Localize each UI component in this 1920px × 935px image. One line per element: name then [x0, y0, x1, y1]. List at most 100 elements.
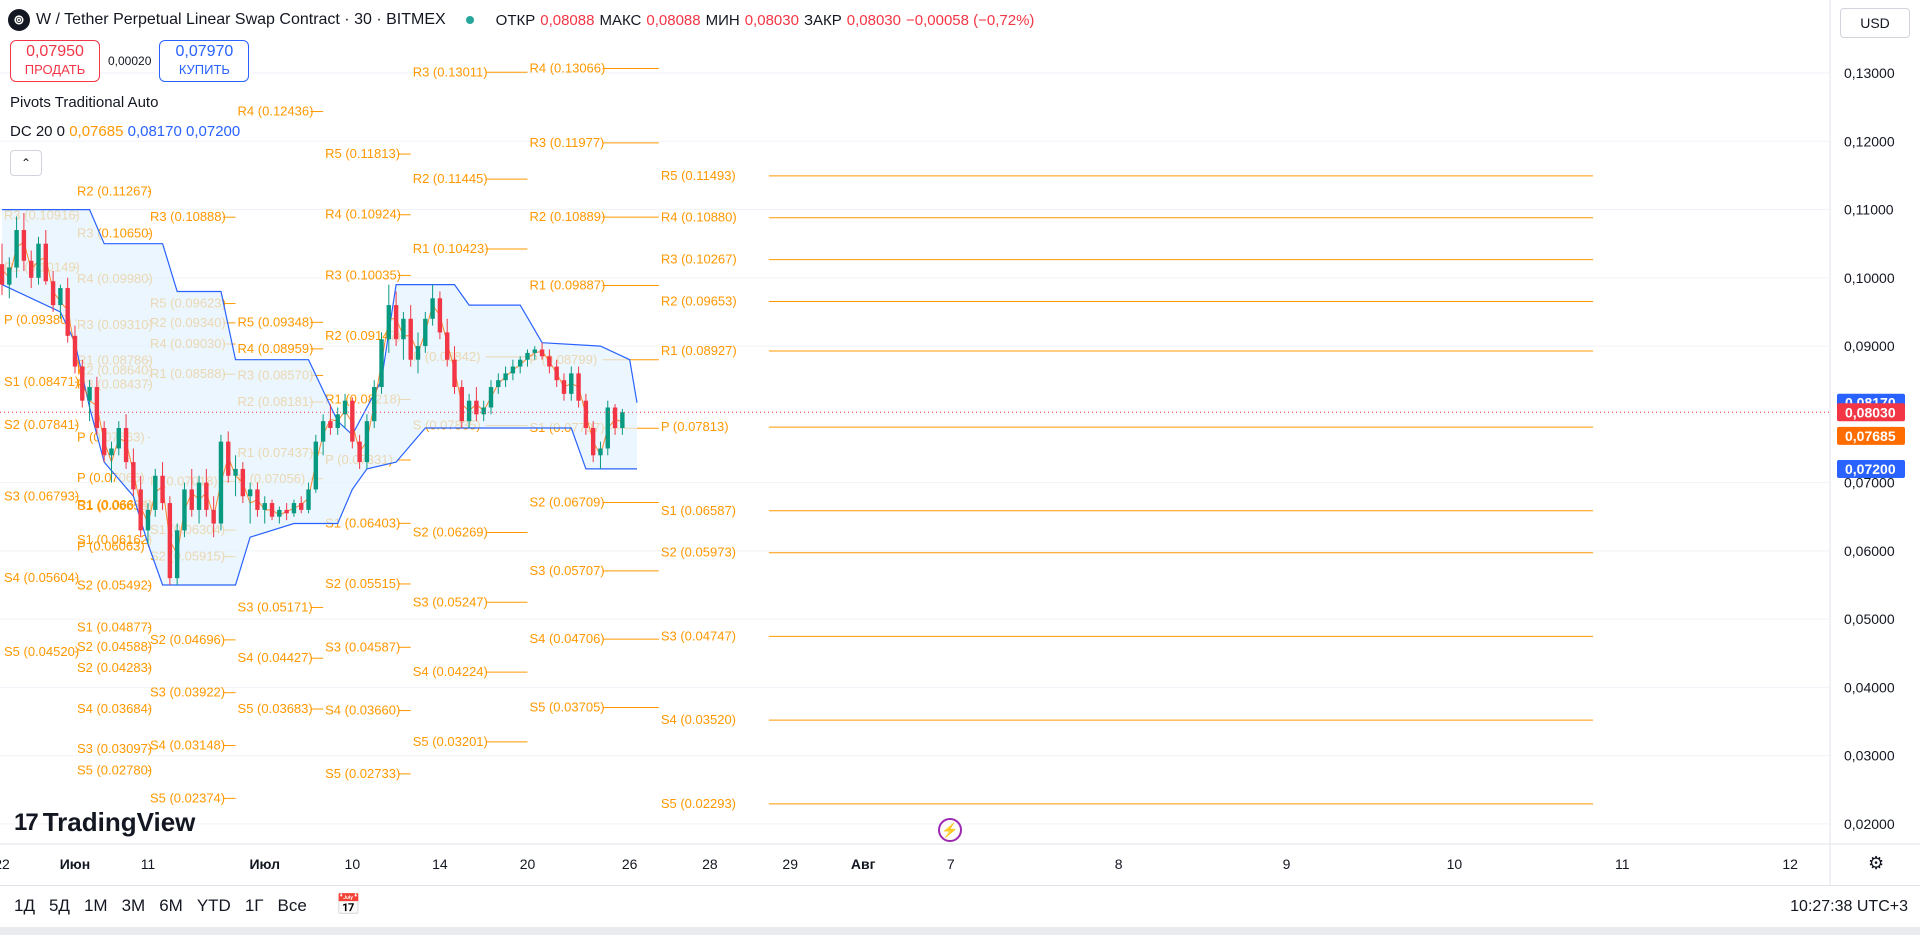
- price-axis: 0,13000 0,12000 0,11000 0,10000 0,09000 0,070…: [1829, 0, 1905, 885]
- pivot-label: S2 (0.05492): [77, 578, 152, 593]
- candle-body: [284, 509, 289, 514]
- range-1m[interactable]: 1М: [83, 896, 108, 915]
- candle-body: [532, 349, 537, 353]
- candle-body: [415, 346, 421, 360]
- candle-body: [379, 339, 384, 388]
- candle-body: [510, 366, 516, 374]
- candle-body: [189, 489, 194, 510]
- range-6m[interactable]: 6М: [159, 896, 183, 915]
- candle-body: [131, 462, 136, 490]
- candle-body: [50, 281, 56, 306]
- candle-body: [116, 427, 121, 449]
- candle-body: [233, 468, 238, 476]
- pivot-label: S3 (0.03922): [150, 685, 225, 700]
- candle-body: [445, 332, 450, 360]
- range-ytd[interactable]: YTD: [196, 896, 231, 915]
- range-all[interactable]: Все: [277, 896, 307, 915]
- range-1d[interactable]: 1Д: [14, 896, 35, 915]
- candle-body: [0, 264, 5, 285]
- pivot-label: R5 (0.09348): [238, 314, 314, 329]
- currency-select[interactable]: USD: [1840, 8, 1910, 38]
- indicator-pivots[interactable]: Pivots Traditional Auto: [10, 94, 158, 111]
- pivot-label: R3 (0.10035): [325, 267, 401, 282]
- pivot-label: S5 (0.04520): [4, 644, 79, 659]
- range-5d[interactable]: 5Д: [48, 896, 70, 915]
- ohlc-open-key: ОТКР: [495, 11, 536, 29]
- candle-body: [437, 298, 443, 333]
- range-1y[interactable]: 1Г: [244, 896, 264, 915]
- time-tick-label: 10: [345, 856, 361, 872]
- symbol-title[interactable]: W / Tether Perpetual Linear Swap Contrac…: [36, 11, 446, 28]
- pivot-label: S1 (0.06162): [77, 532, 152, 547]
- price-tick-label: 0,07000: [1844, 475, 1895, 491]
- candle-body: [474, 400, 479, 415]
- clock[interactable]: 10:27:38 UTC+3: [1790, 898, 1908, 915]
- time-tick-label: 14: [432, 856, 448, 872]
- candle-body: [503, 373, 508, 381]
- pivot-label: R4 (0.10880): [661, 210, 737, 225]
- market-status-dot: [465, 16, 474, 24]
- bottom-toolbar: 1Д 5Д 1М 3М 6М YTD 1Г Все 📅 10:27:38 UTC…: [0, 885, 1920, 928]
- pivot-label: S1 (0.06403): [325, 515, 400, 530]
- candle-body: [218, 441, 224, 524]
- pivot-label: S5 (0.02733): [325, 766, 400, 781]
- indicator-donchian[interactable]: DC 20 0 0,07685 0,08170 0,07200: [10, 123, 240, 140]
- pivot-label: R2 (0.11267): [77, 183, 152, 198]
- candle-body: [539, 349, 545, 357]
- candle-body: [204, 482, 209, 510]
- calendar-icon[interactable]: 📅: [336, 894, 361, 916]
- time-tick-label: 11: [141, 856, 156, 872]
- ohlc-high: 0,08088: [646, 11, 701, 29]
- candle-body: [342, 400, 348, 415]
- pivot-label: S4 (0.03520): [661, 712, 736, 727]
- symbol-logo[interactable]: ⊚: [8, 9, 30, 31]
- ohlc-low: 0,08030: [744, 11, 799, 29]
- candle-body: [226, 441, 231, 476]
- sell-button[interactable]: 0,07950 ПРОДАТЬ: [10, 40, 100, 82]
- price-tick-label: 0,06000: [1844, 543, 1895, 559]
- pivot-label: R5 (0.11813): [325, 146, 400, 161]
- gear-icon[interactable]: ⚙: [1868, 853, 1885, 873]
- candle-body: [80, 366, 85, 401]
- pivot-label: S3 (0.04587): [325, 639, 400, 654]
- tradingview-logo[interactable]: 17 TradingView: [14, 807, 195, 838]
- candle-body: [459, 387, 464, 422]
- bolt-icon[interactable]: ⚡: [938, 818, 962, 842]
- candle-body: [196, 482, 202, 510]
- time-tick-label: 26: [622, 856, 638, 872]
- pivot-label: R1 (0.09887): [529, 278, 605, 293]
- candle-body: [269, 503, 275, 517]
- range-3m[interactable]: 3М: [121, 896, 146, 915]
- candle-body: [393, 305, 399, 340]
- time-axis: 22 Июн 11 Июл 10 14 20 26 28 29 Авг 7 8 9 10 11 12: [0, 843, 1920, 872]
- pivot-label: S2 (0.06269): [413, 524, 488, 539]
- pivots-label: Pivots Traditional Auto: [10, 94, 159, 111]
- candle-body: [28, 260, 34, 278]
- pivot-label: S5 (0.02293): [661, 796, 736, 811]
- pivot-label: R4 (0.10924): [325, 207, 401, 222]
- pivot-label: R2 (0.09653): [661, 294, 737, 309]
- sell-price: 0,07950: [26, 43, 84, 60]
- pivot-label: S5 (0.03705): [529, 700, 604, 715]
- pivot-label: S2 (0.07841): [4, 417, 79, 432]
- spread-value: 0,00020: [108, 54, 152, 68]
- time-tick-label: 9: [1283, 856, 1291, 872]
- pivot-label: R3 (0.13011): [413, 64, 488, 79]
- price-chart[interactable]: R3 (0.10916)R1 (0.10149)P (0.09380)S1 (0…: [0, 0, 1920, 885]
- candle-body: [21, 230, 27, 261]
- pivot-label: P (0.07813): [661, 419, 729, 434]
- pivot-label: R1 (0.06674): [77, 497, 153, 512]
- pivot-label: P (0.09380): [4, 312, 72, 327]
- candle-body: [328, 421, 333, 428]
- price-tick-label: 0,12000: [1844, 133, 1895, 149]
- candle-body: [364, 421, 370, 463]
- buy-button[interactable]: 0,07970 КУПИТЬ: [159, 40, 250, 82]
- candle-body: [496, 380, 501, 388]
- candle-body: [313, 441, 319, 490]
- footer-strip: [0, 927, 1920, 935]
- pivot-label: R3 (0.10267): [661, 252, 737, 267]
- candle-body: [430, 298, 435, 319]
- time-tick-label: 20: [520, 856, 536, 872]
- time-tick-label: 28: [702, 856, 718, 872]
- collapse-legend-button[interactable]: ⌃: [10, 150, 42, 176]
